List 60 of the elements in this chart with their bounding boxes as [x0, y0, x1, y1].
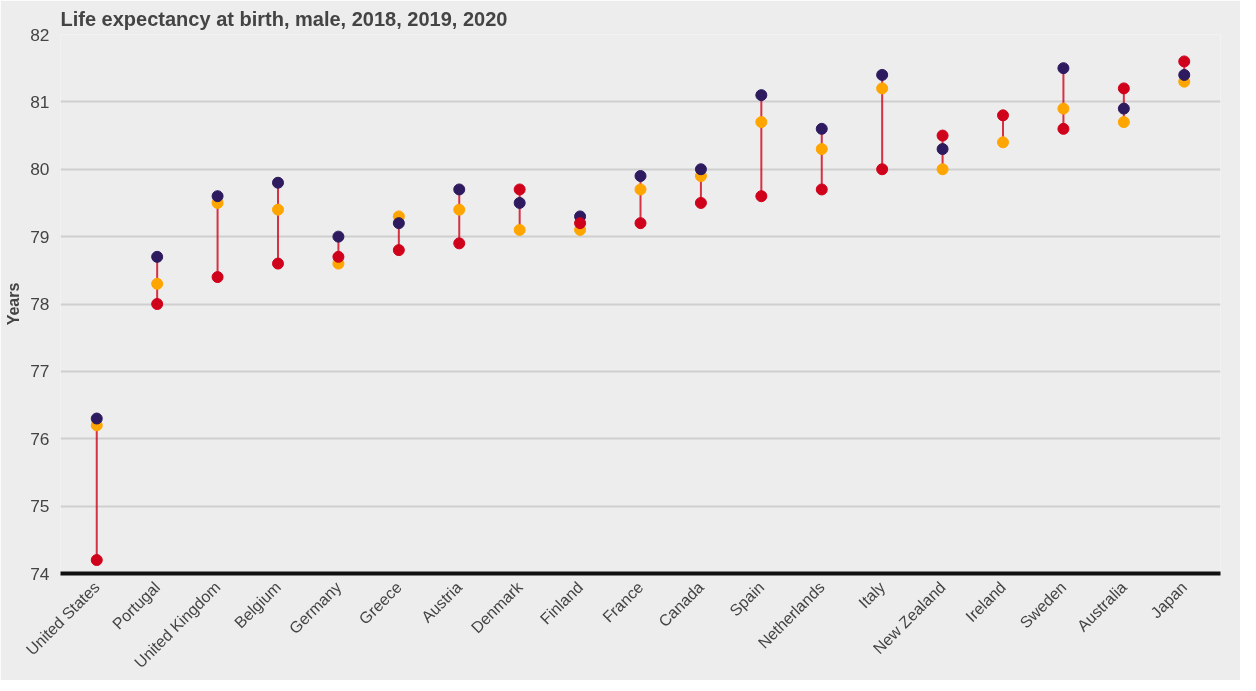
point	[876, 163, 889, 176]
y-tick-label: 75	[30, 496, 50, 517]
point	[694, 163, 707, 176]
x-tick-label: Italy	[855, 578, 889, 612]
point	[151, 277, 164, 290]
point	[936, 163, 949, 176]
point	[211, 190, 224, 203]
point	[151, 250, 164, 263]
point	[453, 203, 466, 216]
point	[1178, 55, 1191, 68]
point	[392, 244, 405, 257]
point	[272, 203, 284, 216]
point	[453, 183, 466, 196]
y-tick-label: 82	[30, 24, 50, 45]
point	[634, 217, 647, 230]
y-tick-label: 74	[30, 563, 50, 584]
point	[755, 116, 768, 129]
point	[876, 82, 889, 95]
point	[634, 170, 647, 182]
point	[1178, 68, 1191, 81]
point	[151, 298, 164, 310]
y-tick-label: 77	[30, 361, 50, 382]
point	[755, 89, 768, 102]
point	[332, 230, 345, 243]
point	[513, 183, 526, 196]
y-tick-label: 76	[30, 428, 50, 449]
point	[272, 257, 284, 270]
point	[755, 190, 768, 203]
point	[815, 183, 828, 196]
point	[815, 143, 828, 156]
point	[997, 136, 1009, 149]
point	[1117, 116, 1130, 129]
point	[997, 109, 1009, 122]
point	[332, 250, 345, 263]
point	[453, 237, 466, 250]
point	[1057, 62, 1070, 75]
y-tick-label: 80	[30, 159, 50, 180]
point	[815, 122, 828, 135]
point	[90, 412, 103, 425]
y-tick-label: 79	[30, 226, 50, 247]
point	[936, 129, 949, 142]
point	[694, 196, 707, 209]
point	[1117, 82, 1130, 95]
point	[392, 217, 405, 230]
y-tick-label: 78	[30, 294, 50, 314]
chart-title: Life expectancy at birth, male, 2018, 2019, 2020	[60, 7, 508, 30]
point	[272, 176, 284, 189]
point	[574, 217, 587, 230]
y-tick-label: 81	[30, 91, 50, 112]
point	[1117, 102, 1130, 115]
point	[90, 554, 103, 567]
point	[876, 68, 889, 81]
y-axis-title: Years	[5, 282, 23, 326]
point	[936, 143, 949, 156]
point	[513, 223, 526, 236]
point	[513, 196, 526, 209]
point	[1057, 122, 1070, 135]
point	[1057, 102, 1070, 115]
point	[634, 183, 647, 196]
point	[211, 271, 224, 284]
